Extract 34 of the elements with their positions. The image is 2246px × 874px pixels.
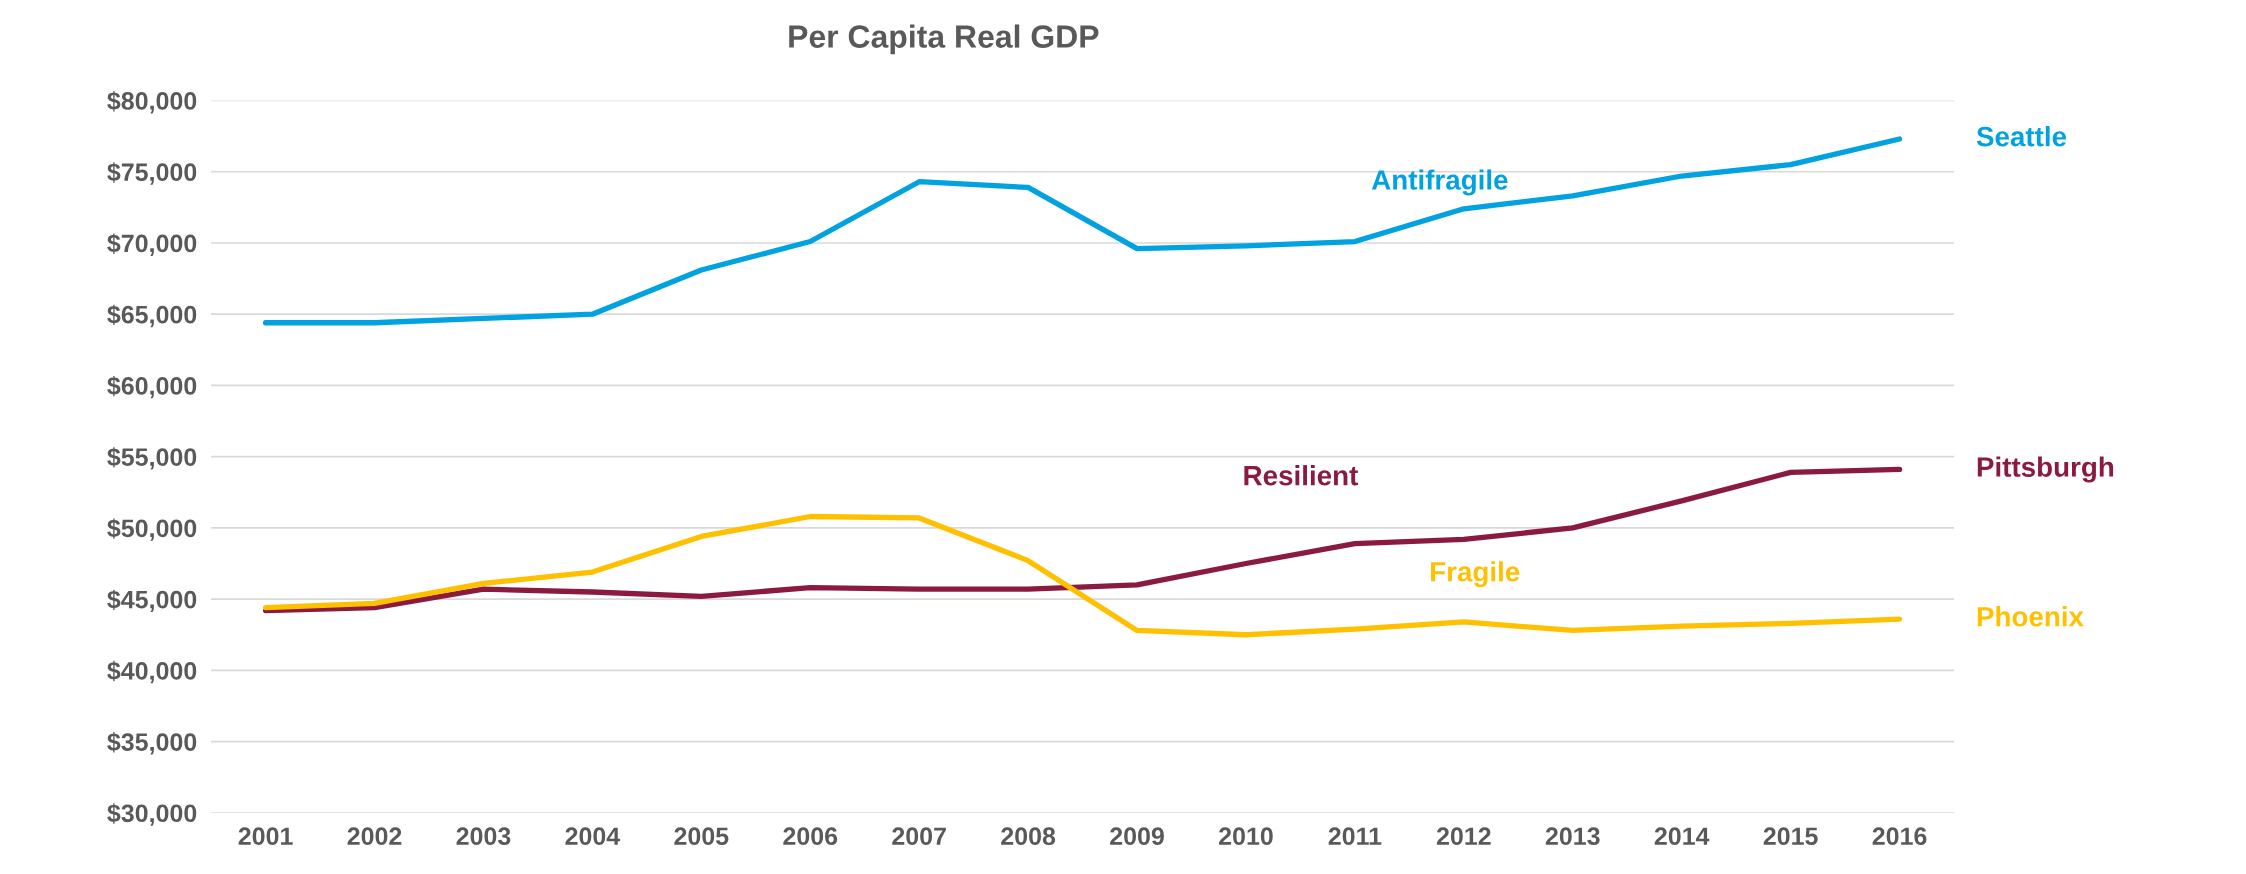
x-tick-label: 2008 (1001, 827, 1056, 846)
x-tick-label: 2013 (1545, 827, 1600, 846)
annotation: Resilient (1244, 465, 1358, 486)
y-tick-label: $40,000 (107, 660, 197, 684)
x-tick-label: 2005 (674, 827, 729, 846)
x-tick-label: 2012 (1436, 827, 1491, 846)
x-tick-label: 2004 (565, 827, 621, 846)
x-tick-label: 2014 (1654, 827, 1710, 846)
y-tick-label: $75,000 (107, 162, 197, 185)
y-tick-label: $55,000 (107, 447, 197, 470)
y-tick-label: $70,000 (107, 233, 197, 256)
x-tick-label: 2003 (456, 827, 511, 846)
y-tick-label: $60,000 (107, 375, 197, 399)
y-tick-label: $30,000 (107, 803, 197, 826)
chart-title: Per Capita Real GDP (789, 24, 1099, 55)
annotation: Fragile (1431, 561, 1520, 588)
x-tick-label: 2016 (1872, 827, 1927, 846)
text: Seattle (1976, 126, 2067, 147)
x-tick-label: 2006 (783, 827, 838, 846)
x-tick-label: 2011 (1328, 827, 1382, 846)
x-tick-label: 2010 (1219, 827, 1273, 846)
x-tick-label: 2002 (347, 827, 402, 846)
x-tick-label: 2001 (238, 827, 293, 846)
x-tick-label: 2007 (892, 827, 946, 846)
text: Pittsburgh (1977, 456, 2114, 483)
x-tick-label: 2015 (1763, 827, 1818, 846)
y-tick-label: $45,000 (107, 589, 197, 613)
y-tick-label: $50,000 (107, 518, 197, 541)
y-tick-label: $65,000 (107, 304, 197, 328)
y-tick-label: $35,000 (107, 732, 197, 755)
text: Phoenix (1977, 606, 2084, 627)
y-tick-label: $80,000 (107, 91, 197, 114)
x-tick-label: 2009 (1110, 827, 1164, 846)
annotation: Antifragile (1371, 169, 1508, 196)
